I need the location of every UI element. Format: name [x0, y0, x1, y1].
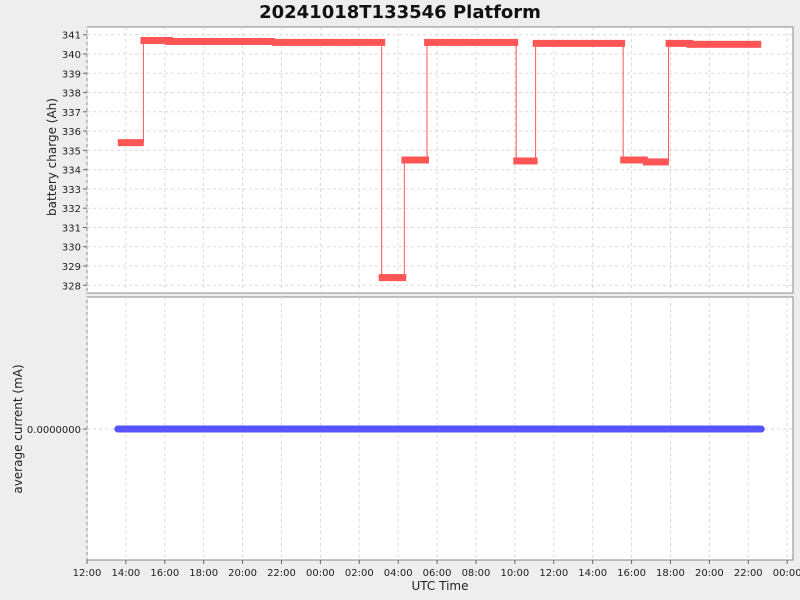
battery-segment — [665, 39, 694, 47]
battery-segment — [117, 139, 144, 147]
battery-segment — [642, 158, 669, 166]
x-tick-label: 00:00 — [306, 568, 335, 579]
x-tick-label: 10:00 — [500, 568, 529, 579]
battery-charge-panel: 341 340 339 338 337 336 335 334 333 332 331 330 329 3… — [45, 26, 794, 294]
battery-segment — [378, 274, 407, 282]
battery-charge-series — [117, 36, 762, 282]
battery-segment — [140, 36, 173, 44]
current-y-axis-label: average current (mA) — [11, 364, 25, 493]
battery-y-tick-label: 341 — [62, 31, 81, 42]
battery-segment — [164, 37, 276, 45]
battery-segment — [401, 156, 429, 164]
battery-y-tick-label: 337 — [62, 108, 81, 119]
current-y-tick-label: 0.0000000 — [27, 425, 81, 436]
average-current-panel: 0.0000000 average current (mA) — [11, 296, 794, 561]
x-tick-label: 22:00 — [734, 568, 763, 579]
x-tick-label: 22:00 — [267, 568, 296, 579]
battery-y-tick-label: 328 — [62, 281, 81, 292]
battery-y-tick-label: 340 — [62, 50, 81, 61]
battery-segment — [513, 157, 538, 165]
battery-y-tick-label: 333 — [62, 185, 81, 196]
battery-y-axis-label: battery charge (Ah) — [45, 98, 59, 216]
battery-y-tick-label: 336 — [62, 127, 81, 138]
x-tick-label: 06:00 — [423, 568, 452, 579]
battery-segment — [620, 156, 648, 164]
battery-y-tick-label: 329 — [62, 262, 81, 273]
battery-grid — [86, 27, 793, 293]
battery-segment — [532, 39, 626, 47]
x-tick-label: 18:00 — [656, 568, 685, 579]
x-tick-label: 14:00 — [578, 568, 607, 579]
battery-y-ticks: 341 340 339 338 337 336 335 334 333 332 331 330 329 3… — [62, 31, 87, 292]
x-tick-label: 16:00 — [150, 568, 179, 579]
battery-segment — [424, 38, 519, 46]
x-axis-label: UTC Time — [412, 579, 469, 593]
battery-y-tick-label: 339 — [62, 69, 81, 80]
x-tick-label: 16:00 — [617, 568, 646, 579]
x-tick-label: 04:00 — [384, 568, 413, 579]
x-tick-label: 12:00 — [73, 568, 102, 579]
battery-y-tick-label: 332 — [62, 204, 81, 215]
x-tick-label: 00:00 — [773, 568, 800, 579]
battery-segment — [271, 38, 386, 46]
x-tick-label: 20:00 — [228, 568, 257, 579]
x-tick-label: 18:00 — [189, 568, 218, 579]
battery-y-tick-label: 331 — [62, 223, 81, 234]
x-tick-label: 12:00 — [539, 568, 568, 579]
chart-title: 20241018T133546 Platform — [259, 2, 541, 23]
x-tick-label: 20:00 — [695, 568, 724, 579]
battery-plot-area — [86, 26, 794, 294]
battery-y-tick-label: 335 — [62, 146, 81, 157]
current-y-ticks: 0.0000000 — [27, 425, 87, 436]
x-tick-label: 08:00 — [462, 568, 491, 579]
battery-y-tick-label: 334 — [62, 166, 81, 177]
battery-segment — [686, 40, 762, 48]
x-tick-label: 14:00 — [111, 568, 140, 579]
x-ticks: 12:00 14:00 16:00 18:00 20:00 22:00 00:00 02:00… — [73, 560, 800, 579]
battery-y-tick-label: 330 — [62, 243, 81, 254]
battery-y-tick-label: 338 — [62, 89, 81, 100]
x-tick-label: 02:00 — [345, 568, 374, 579]
